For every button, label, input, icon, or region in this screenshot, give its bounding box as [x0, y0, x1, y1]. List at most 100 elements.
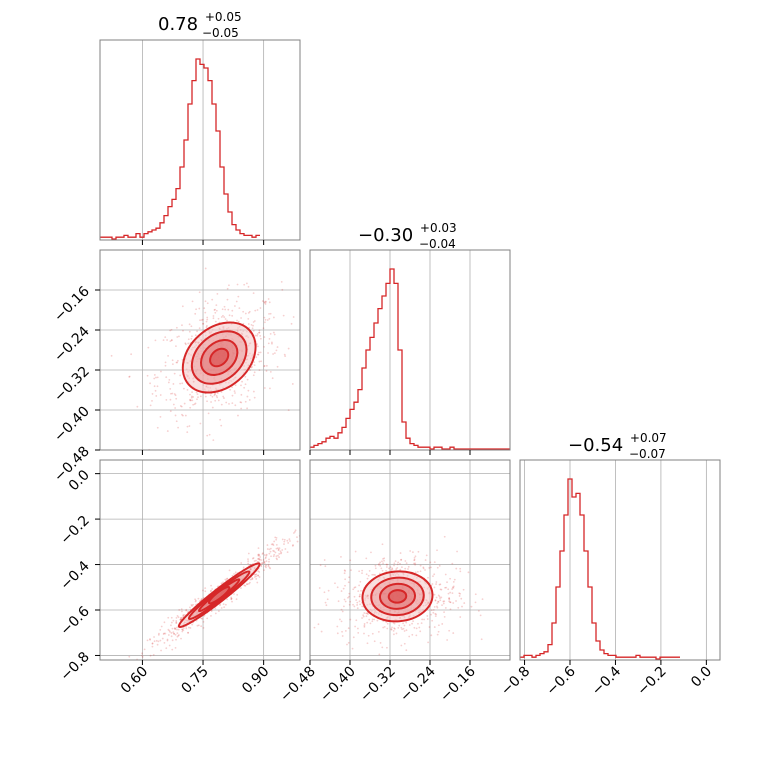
sample-point [377, 563, 380, 566]
sample-point [204, 587, 207, 589]
sample-point [383, 559, 385, 562]
sample-point [263, 345, 265, 348]
sample-point [175, 617, 178, 619]
sample-point [381, 569, 384, 572]
sample-point [278, 547, 281, 549]
sample-point [194, 334, 197, 337]
sample-point [269, 550, 272, 553]
sample-point [341, 610, 344, 613]
sample-point [341, 635, 344, 637]
sample-point [379, 561, 382, 564]
sample-point [253, 560, 256, 562]
sample-point [212, 317, 215, 320]
sample-point [252, 321, 255, 323]
sample-point [268, 560, 270, 563]
sample-point [458, 592, 461, 595]
sample-point [89, 692, 91, 694]
sample-point [258, 369, 261, 372]
sample-point [181, 628, 184, 631]
sample-point [258, 360, 261, 363]
sample-point [365, 557, 368, 560]
sample-point [368, 569, 371, 572]
sample-point [206, 434, 209, 437]
sample-point [185, 608, 188, 611]
sample-point [135, 664, 137, 666]
sample-point [265, 364, 268, 367]
sample-point [224, 318, 227, 320]
sample-point [277, 549, 280, 552]
sample-point [179, 405, 182, 407]
sample-point [280, 280, 283, 283]
sample-point [159, 639, 162, 642]
sample-point [257, 553, 260, 556]
sample-point [254, 309, 257, 312]
sample-point [275, 538, 278, 541]
sample-point [253, 364, 256, 367]
sample-point [182, 627, 185, 630]
sample-point [260, 565, 263, 568]
sample-point [336, 632, 339, 635]
sample-point [162, 339, 165, 342]
sample-point [373, 618, 376, 621]
sample-point [110, 354, 113, 357]
sample-point [323, 591, 326, 594]
sample-point [438, 564, 441, 567]
sample-point [247, 560, 250, 563]
sample-point [247, 552, 250, 555]
histogram-param-1 [310, 250, 510, 450]
sample-point [371, 620, 374, 623]
sample-point [264, 321, 266, 324]
sample-point [176, 628, 178, 631]
sample-point [427, 576, 429, 579]
sample-point [323, 559, 326, 561]
sample-point [268, 317, 271, 320]
sample-point [234, 392, 236, 394]
sample-point [344, 584, 346, 587]
sample-point [363, 612, 366, 614]
sample-point [130, 662, 132, 664]
tick-label: −0.8 [57, 649, 92, 684]
sample-point [171, 359, 174, 362]
sample-point [263, 316, 266, 319]
sample-point [153, 377, 156, 380]
sample-point [273, 553, 276, 556]
sample-point [258, 571, 261, 573]
sample-point [359, 593, 361, 596]
sample-point [230, 597, 233, 600]
histogram-param-2 [520, 460, 707, 660]
sample-point [233, 305, 236, 307]
sample-point [271, 543, 274, 545]
sample-point [226, 598, 228, 601]
sample-point [378, 653, 381, 656]
density-contour [387, 589, 408, 604]
sample-point [385, 566, 388, 568]
sample-point [263, 387, 266, 389]
sample-point [452, 632, 455, 634]
sample-point [187, 632, 189, 634]
sample-point [376, 619, 379, 622]
sample-point [228, 284, 230, 287]
sample-point [151, 642, 154, 645]
sample-point [267, 563, 270, 566]
sample-point [347, 581, 350, 584]
sample-point [437, 630, 440, 633]
sample-point [233, 573, 235, 575]
sample-point [170, 624, 172, 627]
sample-point [428, 567, 431, 569]
sample-point [264, 557, 267, 560]
sample-point [206, 617, 209, 620]
sample-point [270, 543, 273, 546]
sample-point [419, 570, 422, 573]
sample-point [243, 283, 246, 286]
sample-point [170, 616, 173, 619]
sample-point [213, 309, 216, 311]
sample-point [259, 556, 262, 558]
sample-point [437, 600, 439, 603]
sample-point [443, 615, 446, 618]
sample-point [220, 316, 223, 318]
sample-point [151, 645, 154, 648]
sample-point [256, 353, 259, 356]
sample-point [172, 403, 175, 406]
sample-point [251, 557, 254, 560]
sample-point [258, 558, 261, 560]
